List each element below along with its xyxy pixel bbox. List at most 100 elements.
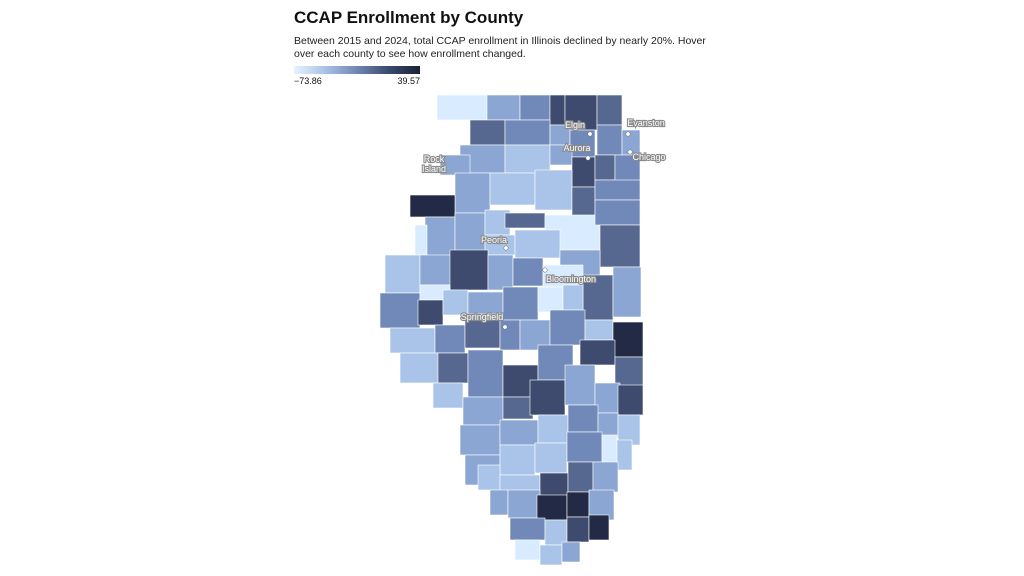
city-label: Rock Island	[422, 154, 446, 174]
map-title: CCAP Enrollment by County	[294, 8, 524, 27]
city-dot	[503, 245, 509, 251]
city-dot	[625, 131, 631, 137]
county-region[interactable]	[564, 364, 596, 406]
county-region[interactable]	[469, 119, 506, 146]
county-region[interactable]	[509, 517, 546, 541]
city-label: Bloomington	[546, 274, 596, 284]
county-region[interactable]	[594, 199, 641, 226]
county-region[interactable]	[534, 442, 568, 474]
city-labels: Elgin Evanston Aurora Chicago Rock Island Peor…	[421, 117, 667, 323]
city-label: Peoria	[481, 235, 507, 245]
county-region[interactable]	[588, 514, 610, 541]
city-dot	[502, 324, 508, 330]
county-region[interactable]	[486, 94, 521, 121]
county-region[interactable]	[436, 94, 488, 121]
county-region[interactable]	[519, 94, 551, 121]
county-region[interactable]	[442, 289, 469, 316]
county-region[interactable]	[614, 154, 641, 184]
county-region[interactable]	[561, 541, 581, 563]
county-region[interactable]	[562, 284, 584, 311]
county-region[interactable]	[539, 544, 563, 566]
county-region[interactable]	[514, 539, 541, 561]
county-region[interactable]	[592, 461, 619, 493]
county-region[interactable]	[534, 169, 573, 211]
county-region[interactable]	[504, 144, 551, 174]
county-region[interactable]	[584, 319, 614, 341]
county-region[interactable]	[434, 324, 466, 354]
county-region[interactable]	[489, 489, 509, 516]
county-region[interactable]	[567, 461, 594, 493]
county-region[interactable]	[601, 434, 618, 466]
county-layer[interactable]	[379, 94, 644, 566]
county-region[interactable]	[582, 274, 614, 321]
county-region[interactable]	[504, 119, 551, 146]
city-label: Springfield	[461, 312, 504, 322]
county-region[interactable]	[487, 254, 514, 291]
city-dot	[587, 131, 593, 137]
county-region[interactable]	[599, 224, 641, 268]
county-region[interactable]	[579, 339, 616, 366]
map-subtitle: Between 2015 and 2024, total CCAP enroll…	[294, 35, 706, 60]
county-region[interactable]	[499, 444, 536, 476]
county-region[interactable]	[612, 266, 642, 318]
county-region[interactable]	[432, 382, 464, 409]
county-region[interactable]	[499, 419, 539, 446]
city-dot	[585, 155, 591, 161]
city-dot	[627, 149, 633, 155]
county-region[interactable]	[399, 352, 441, 384]
county-region[interactable]	[454, 172, 491, 214]
county-region[interactable]	[571, 156, 596, 188]
county-region[interactable]	[594, 179, 641, 201]
county-region[interactable]	[437, 352, 469, 384]
legend-labels: −73.86 39.57	[294, 76, 420, 88]
county-region[interactable]	[596, 94, 623, 126]
county-region[interactable]	[617, 384, 644, 416]
county-region[interactable]	[409, 194, 456, 218]
county-region[interactable]	[504, 212, 546, 229]
county-region[interactable]	[594, 382, 621, 414]
county-region[interactable]	[477, 464, 501, 491]
city-label: Elgin	[565, 120, 585, 130]
county-region[interactable]	[566, 491, 590, 518]
county-region[interactable]	[549, 94, 566, 126]
city-label: Aurora	[563, 143, 590, 153]
county-region[interactable]	[549, 144, 573, 166]
county-region[interactable]	[596, 124, 623, 156]
county-region[interactable]	[499, 319, 521, 351]
county-region[interactable]	[529, 379, 566, 416]
county-region[interactable]	[417, 299, 444, 326]
county-region[interactable]	[544, 519, 568, 546]
county-region[interactable]	[539, 472, 569, 499]
county-region[interactable]	[512, 257, 544, 287]
county-region[interactable]	[536, 494, 568, 521]
county-region[interactable]	[467, 291, 504, 315]
legend-max-label: 39.57	[397, 76, 420, 86]
county-region[interactable]	[594, 154, 616, 181]
county-region[interactable]	[414, 224, 428, 256]
county-region[interactable]	[612, 321, 644, 358]
county-region[interactable]	[502, 396, 534, 420]
county-region[interactable]	[462, 396, 504, 426]
county-region[interactable]	[537, 286, 564, 313]
county-region[interactable]	[489, 172, 536, 206]
county-region[interactable]	[566, 431, 603, 463]
county-region[interactable]	[571, 186, 596, 218]
county-region[interactable]	[384, 254, 421, 294]
county-region[interactable]	[464, 317, 501, 349]
county-region[interactable]	[449, 249, 489, 291]
county-region[interactable]	[537, 414, 569, 444]
county-region[interactable]	[616, 439, 633, 471]
county-region[interactable]	[566, 516, 590, 543]
county-region[interactable]	[507, 489, 541, 519]
county-region[interactable]	[567, 404, 599, 433]
county-region[interactable]	[614, 356, 644, 388]
color-legend: −73.86 39.57	[294, 66, 420, 88]
city-label: Evanston	[627, 118, 665, 128]
county-region[interactable]	[389, 327, 436, 354]
county-region[interactable]	[379, 292, 421, 329]
county-region[interactable]	[467, 349, 504, 398]
county-region[interactable]	[502, 286, 539, 321]
county-region[interactable]	[459, 424, 501, 456]
county-region[interactable]	[514, 229, 561, 259]
